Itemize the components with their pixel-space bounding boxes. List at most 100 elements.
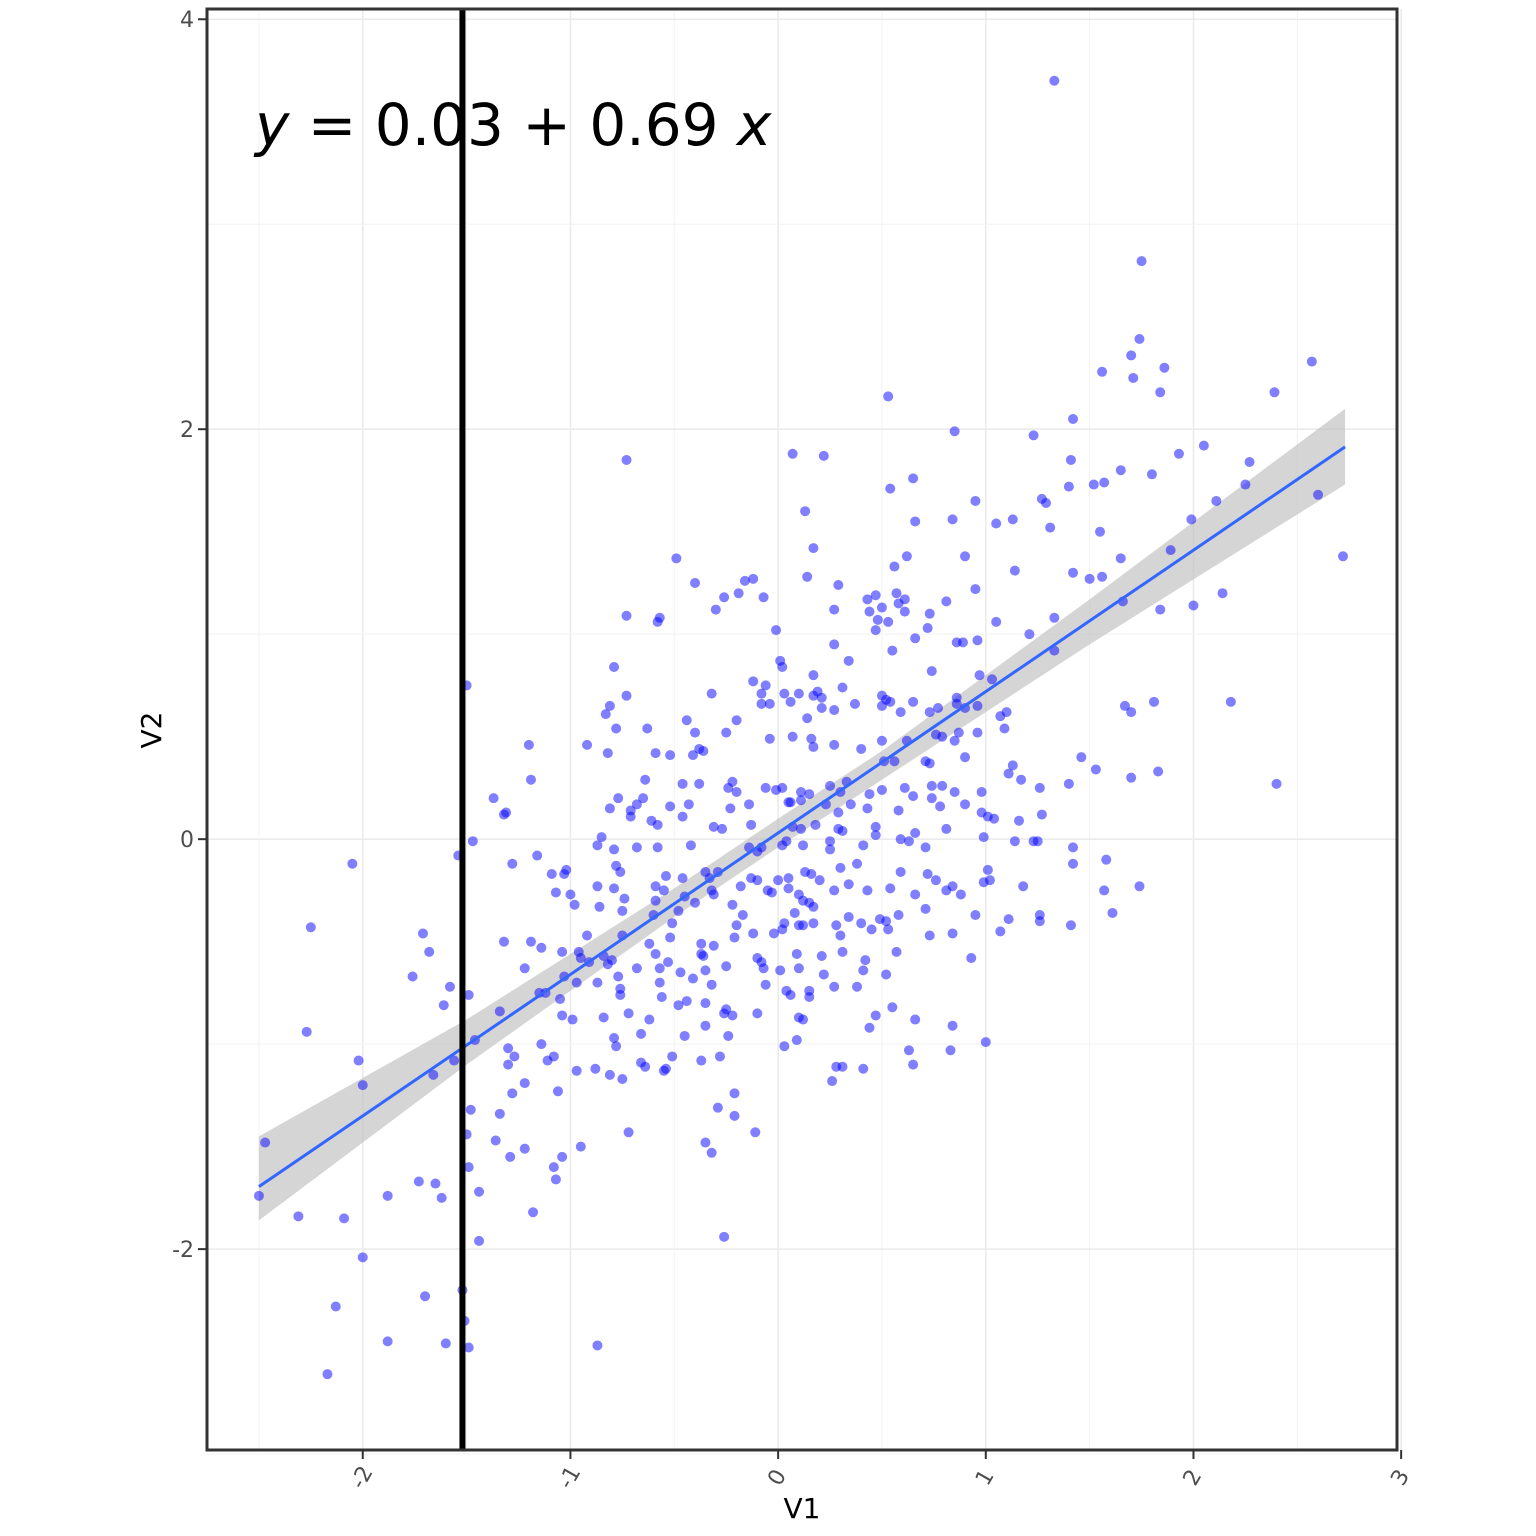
data-point [463, 1342, 474, 1353]
data-point [1034, 916, 1045, 927]
data-point [870, 590, 881, 601]
data-point [667, 1051, 678, 1062]
data-point [926, 780, 937, 791]
data-point [694, 778, 705, 789]
data-point [972, 700, 983, 711]
data-point [640, 774, 651, 785]
data-point [1155, 604, 1166, 615]
data-point [768, 928, 779, 939]
data-point [903, 1045, 914, 1056]
data-point [937, 780, 948, 791]
data-point [575, 953, 586, 964]
data-point [791, 948, 802, 959]
data-point [972, 635, 983, 646]
data-point [831, 920, 842, 931]
data-point [748, 573, 759, 584]
data-point [787, 448, 798, 459]
data-point [582, 930, 593, 941]
data-point [1173, 448, 1184, 459]
gridlines [207, 9, 1402, 1455]
data-point [970, 495, 981, 506]
data-point [729, 932, 740, 943]
data-point [727, 1010, 738, 1021]
data-point [700, 998, 711, 1009]
data-point [833, 807, 844, 818]
data-point [719, 592, 730, 603]
data-point [957, 637, 968, 648]
data-point [700, 1137, 711, 1148]
data-point [1126, 350, 1137, 361]
data-point [748, 676, 759, 687]
data-point [1115, 465, 1126, 476]
data-point [1028, 430, 1039, 441]
data-point [937, 731, 948, 742]
data-point [602, 748, 613, 759]
data-point [430, 1178, 441, 1189]
data-point [498, 809, 509, 820]
data-point [625, 811, 636, 822]
data-point [698, 746, 709, 757]
data-point [980, 1037, 991, 1048]
data-point [721, 727, 732, 738]
data-point [552, 1086, 563, 1097]
data-point [866, 924, 877, 935]
data-point [498, 936, 509, 947]
data-point [764, 698, 775, 709]
data-point [721, 961, 732, 972]
data-point [802, 571, 813, 582]
data-point [775, 965, 786, 976]
data-point [910, 633, 921, 644]
data-point [818, 450, 829, 461]
data-point [760, 680, 771, 691]
y-tick-label: 2 [180, 418, 194, 443]
data-point [706, 688, 717, 699]
data-point [440, 1338, 451, 1349]
data-point [550, 1174, 561, 1185]
data-point [1090, 764, 1101, 775]
data-point [617, 905, 628, 916]
data-point [870, 830, 881, 841]
data-point [1240, 479, 1251, 490]
data-point [652, 842, 663, 853]
data-point [1099, 885, 1110, 896]
data-point [673, 905, 684, 916]
data-point [642, 723, 653, 734]
data-point [785, 989, 796, 1000]
data-point [808, 901, 819, 912]
confidence-band [258, 408, 1346, 1221]
data-point [816, 692, 827, 703]
y-tick-label: -2 [172, 1238, 194, 1263]
data-point [449, 1055, 460, 1066]
data-point [330, 1301, 341, 1312]
data-point [895, 866, 906, 877]
data-point [719, 1008, 730, 1019]
data-point [690, 897, 701, 908]
data-point [523, 739, 534, 750]
y-tick-label: 0 [180, 828, 194, 853]
data-point [785, 696, 796, 707]
data-point [926, 793, 937, 804]
data-point [708, 889, 719, 900]
data-point [858, 965, 869, 976]
data-point [947, 514, 958, 525]
data-point [829, 604, 840, 615]
data-point [764, 733, 775, 744]
data-point [829, 705, 840, 716]
data-point [677, 811, 688, 822]
data-point [665, 801, 676, 812]
data-point [837, 682, 848, 693]
data-point [382, 1336, 393, 1347]
data-point [872, 614, 883, 625]
data-point [613, 971, 624, 982]
data-point [710, 604, 721, 615]
data-point [783, 873, 794, 884]
plot-panel-background [207, 9, 1397, 1450]
data-point [719, 1231, 730, 1242]
data-point [1068, 858, 1079, 869]
data-point [744, 799, 755, 810]
data-point [569, 899, 580, 910]
data-point [795, 787, 806, 798]
data-point [1034, 782, 1045, 793]
data-point [706, 979, 717, 990]
data-point [760, 979, 771, 990]
